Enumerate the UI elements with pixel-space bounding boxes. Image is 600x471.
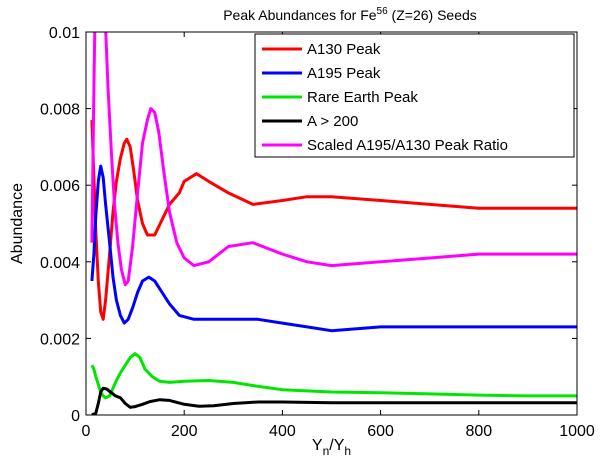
title-prefix: Peak Abundances for Fe	[223, 7, 377, 23]
series-line-0	[90, 120, 577, 321]
x-tick-label: 1000	[559, 423, 595, 440]
series-line-4	[90, 32, 577, 287]
x-tick-label: 600	[367, 423, 394, 440]
legend-label: A > 200	[307, 113, 358, 130]
axes: 0 200 400 600 800 1000 0 0.002 0.004 0.006 0.008 0.…	[40, 25, 595, 440]
y-tick-label: 0.01	[49, 25, 80, 42]
axes-box	[85, 31, 578, 416]
legend-label: A130 Peak	[307, 41, 381, 58]
x-tick-label: 0	[82, 423, 91, 440]
legend: A130 Peak A195 Peak Rare Earth Peak A > 200…	[254, 33, 575, 158]
y-tick-label: 0.004	[40, 255, 80, 272]
y-tick-label: 0	[71, 408, 80, 425]
y-tick-label: 0.006	[40, 178, 80, 195]
y-axis-label: Abundance	[9, 183, 26, 264]
chart-title: Peak Abundances for Fe56 (Z=26) Seeds	[223, 6, 477, 23]
legend-label: Rare Earth Peak	[307, 89, 418, 106]
chart-title-text: Peak Abundances for Fe56 (Z=26) Seeds	[223, 6, 477, 23]
legend-label: Scaled A195/A130 Peak Ratio	[307, 137, 508, 154]
y-tick-label: 0.008	[40, 102, 80, 119]
legend-box	[254, 33, 575, 158]
y-tick-label: 0.002	[40, 331, 80, 348]
x-tick-label: 200	[171, 423, 198, 440]
x-tick-label: 800	[465, 423, 492, 440]
x-axis-label: Yn/Yh	[312, 437, 351, 458]
series-line-2	[90, 352, 577, 400]
legend-label: A195 Peak	[307, 65, 381, 82]
title-suffix: (Z=26) Seeds	[388, 7, 477, 23]
title-superscript: 56	[377, 6, 389, 17]
x-tick-label: 400	[269, 423, 296, 440]
series-line-1	[90, 164, 577, 333]
series-line-3	[91, 386, 577, 415]
x-axis-label-text: Yn/Yh	[312, 437, 351, 458]
plot-area	[90, 32, 577, 415]
